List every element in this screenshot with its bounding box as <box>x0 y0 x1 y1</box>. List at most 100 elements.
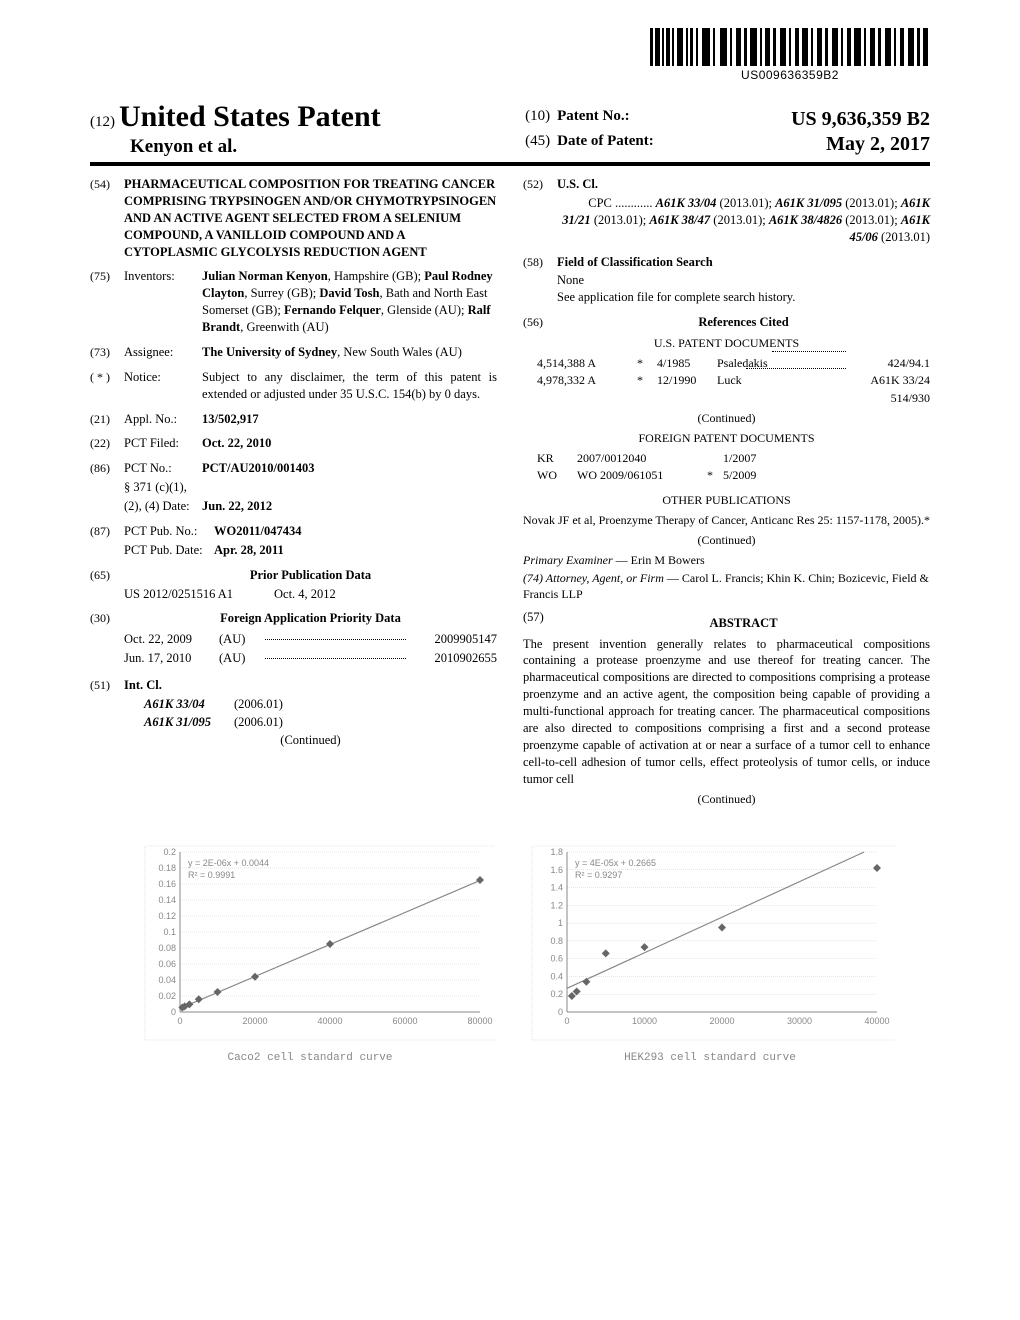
foreign-title: FOREIGN PATENT DOCUMENTS <box>523 430 930 446</box>
f30-code: (30) <box>90 610 124 627</box>
priority-row-2: Jun. 17, 2010 (AU) 2010902655 <box>124 650 497 667</box>
f21-label: Appl. No.: <box>124 411 202 428</box>
ref2-num: 4,978,332 A <box>537 372 637 388</box>
right-column: (52) U.S. Cl. CPC ............ A61K 33/0… <box>523 176 930 812</box>
prio2-cc: (AU) <box>219 650 259 667</box>
ref1-num: 4,514,388 A <box>537 355 637 371</box>
f54-title: PHARMACEUTICAL COMPOSITION FOR TREATING … <box>124 176 497 260</box>
field-87: (87) PCT Pub. No.: WO2011/047434 <box>90 523 497 540</box>
abstract-header: (57) ABSTRACT <box>523 609 930 636</box>
f21-code: (21) <box>90 411 124 428</box>
f58-see: See application file for complete search… <box>557 289 930 306</box>
header-right: (10) Patent No.: US 9,636,359 B2 (45) Da… <box>515 108 930 158</box>
svg-text:0.2: 0.2 <box>163 847 176 857</box>
ref-row-2b: 514/930 <box>537 390 930 406</box>
f57-code: (57) <box>523 609 557 636</box>
svg-text:40000: 40000 <box>864 1016 889 1026</box>
f58-none: None <box>557 272 930 289</box>
attorney-sep: — <box>664 571 682 585</box>
f1-star <box>707 450 723 466</box>
svg-text:30000: 30000 <box>787 1016 812 1026</box>
f1-date: 1/2007 <box>723 450 783 466</box>
f58-label: Field of Classification Search <box>557 254 930 271</box>
inventor-1-loc: , Hampshire (GB); <box>328 269 425 283</box>
intcl-row-2: A61K 31/095 (2006.01) <box>124 714 497 731</box>
us-docs-title: U.S. PATENT DOCUMENTS <box>523 335 930 351</box>
examiner-line: Primary Examiner — Erin M Bowers <box>523 552 930 568</box>
inventor-4: Fernando Felquer <box>284 303 381 317</box>
patent-no-code: (10) <box>525 108 557 131</box>
f2-star: * <box>707 467 723 483</box>
f52-label: U.S. Cl. <box>557 176 930 193</box>
chart1-caption: Caco2 cell standard curve <box>125 1052 495 1064</box>
header-prefix-num: (12) <box>90 114 115 130</box>
svg-text:0: 0 <box>558 1007 563 1017</box>
field-75: (75) Inventors: Julian Norman Kenyon, Ha… <box>90 268 497 336</box>
cpc2: A61K 31/095 <box>775 196 842 210</box>
f86-371-l2: (2), (4) Date: <box>124 498 202 515</box>
svg-text:0: 0 <box>564 1016 569 1026</box>
figures-block: 00.020.040.060.080.10.120.140.160.180.20… <box>90 842 930 1064</box>
date-value: May 2, 2017 <box>826 133 930 156</box>
f73-value: The University of Sydney, New South Wale… <box>202 344 497 361</box>
abstract-continued: (Continued) <box>523 791 930 807</box>
f86-value: PCT/AU2010/001403 <box>202 460 497 477</box>
foreign-row-2: WO WO 2009/061051 * 5/2009 <box>537 467 930 483</box>
svg-text:0.02: 0.02 <box>158 991 176 1001</box>
svg-text:0.14: 0.14 <box>158 895 176 905</box>
f86-371-date: Jun. 22, 2012 <box>202 498 497 515</box>
chart-hek293: 00.20.40.60.811.21.41.61.801000020000300… <box>525 842 895 1042</box>
f51-label: Int. Cl. <box>124 677 497 694</box>
f65-title: Prior Publication Data <box>124 567 497 584</box>
f58-code: (58) <box>523 254 557 271</box>
f1-num: 2007/0012040 <box>577 450 707 466</box>
ref-dots <box>746 368 846 369</box>
f21-value: 13/502,917 <box>202 411 497 428</box>
date-code: (45) <box>525 133 557 156</box>
svg-text:0.8: 0.8 <box>550 935 563 945</box>
header-left: (12) United States Patent Kenyon et al. <box>90 100 515 158</box>
abstract-title: ABSTRACT <box>557 615 930 632</box>
f75-value: Julian Norman Kenyon, Hampshire (GB); Pa… <box>202 268 497 336</box>
examiner-name: Erin M Bowers <box>631 553 705 567</box>
f86-371-l1: § 371 (c)(1), <box>124 479 497 496</box>
intcl-block: A61K 33/04 (2006.01) A61K 31/095 (2006.0… <box>90 696 497 749</box>
f1-cc: KR <box>537 450 577 466</box>
field-86: (86) PCT No.: PCT/AU2010/001403 <box>90 460 497 477</box>
svg-text:y = 4E-05x + 0.2665: y = 4E-05x + 0.2665 <box>575 858 656 868</box>
cpc-prefix: CPC ............ <box>588 196 652 210</box>
ref1-star: * <box>637 355 657 371</box>
barcode-icon <box>650 28 930 66</box>
f54-code: (54) <box>90 176 124 260</box>
ref-row-1: 4,514,388 A * 4/1985 Psaledakis 424/94.1 <box>537 355 930 371</box>
barcode-number: US009636359B2 <box>650 68 930 82</box>
field-65: (65) Prior Publication Data <box>90 567 497 584</box>
svg-text:0.08: 0.08 <box>158 943 176 953</box>
f73-code: (73) <box>90 344 124 361</box>
f86-label: PCT No.: <box>124 460 202 477</box>
svg-text:1.6: 1.6 <box>550 864 563 874</box>
svg-text:0.4: 0.4 <box>550 971 563 981</box>
cpc5y: (2013.01); <box>842 213 901 227</box>
barcode-block: US009636359B2 <box>650 28 930 82</box>
f22-label: PCT Filed: <box>124 435 202 452</box>
attorney-label: (74) Attorney, Agent, or Firm <box>523 571 664 585</box>
intcl1-year: (2006.01) <box>234 696 283 713</box>
f56-title: References Cited <box>557 314 930 331</box>
f87-code: (87) <box>90 523 124 540</box>
f75-code: (75) <box>90 268 124 336</box>
inventor-3: David Tosh <box>319 286 379 300</box>
cpc3y: (2013.01); <box>591 213 650 227</box>
prio1-date: Oct. 22, 2009 <box>124 631 219 648</box>
f51-code: (51) <box>90 677 124 694</box>
f22-value: Oct. 22, 2010 <box>202 435 497 452</box>
authors: Kenyon et al. <box>90 136 515 158</box>
svg-text:80000: 80000 <box>467 1016 492 1026</box>
intcl2-year: (2006.01) <box>234 714 283 731</box>
svg-text:10000: 10000 <box>632 1016 657 1026</box>
field-51: (51) Int. Cl. <box>90 677 497 694</box>
field-56: (56) References Cited <box>523 314 930 331</box>
field-86-371b: (2), (4) Date: Jun. 22, 2012 <box>90 498 497 515</box>
svg-text:0.18: 0.18 <box>158 863 176 873</box>
inventor-2-loc: , Surrey (GB); <box>244 286 319 300</box>
